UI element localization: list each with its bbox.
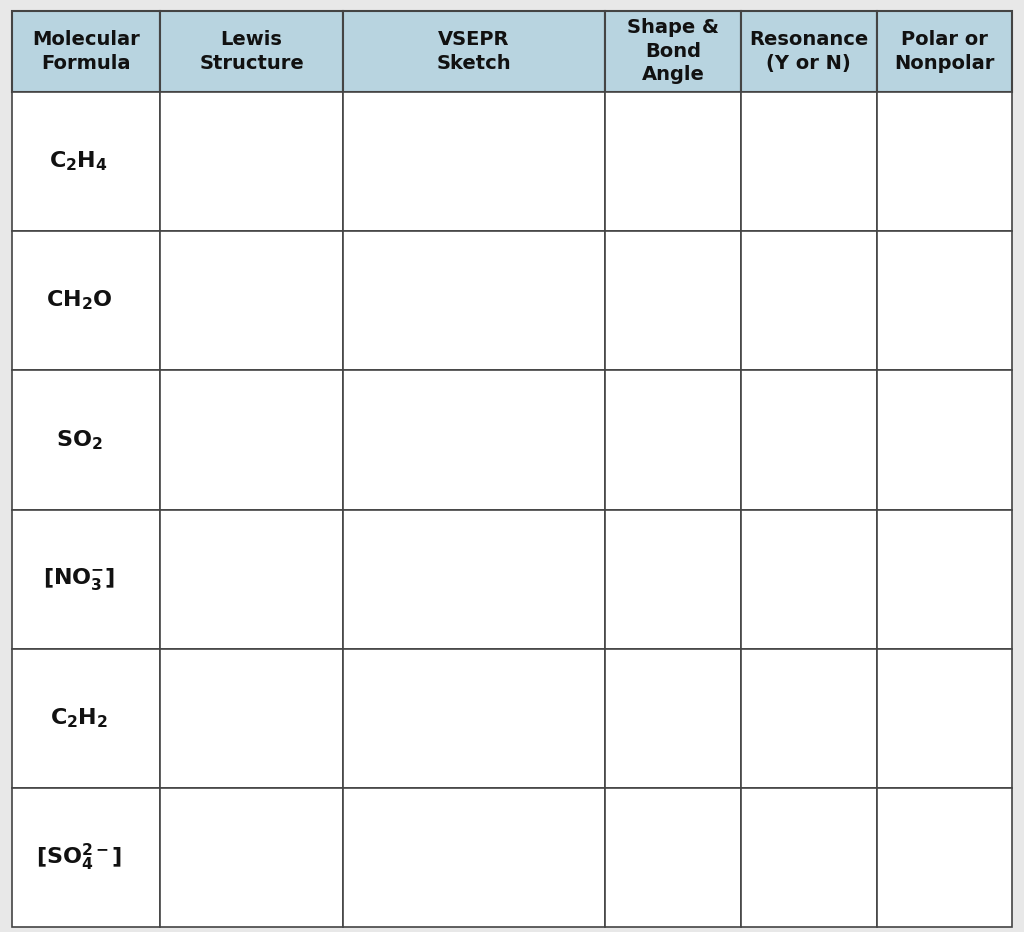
- Bar: [605, 11, 741, 92]
- Bar: [877, 11, 1012, 92]
- Text: $\mathbf{[NO_3^{-}]}$: $\mathbf{[NO_3^{-}]}$: [43, 567, 115, 592]
- Bar: [605, 510, 741, 649]
- Bar: [160, 231, 343, 370]
- Text: $\mathbf{C_2H_2}$: $\mathbf{C_2H_2}$: [50, 706, 108, 731]
- Bar: [12, 788, 160, 927]
- Bar: [605, 231, 741, 370]
- Bar: [343, 510, 605, 649]
- Bar: [741, 649, 877, 788]
- Text: VSEPR
Sketch: VSEPR Sketch: [436, 30, 511, 73]
- Bar: [605, 370, 741, 510]
- Bar: [343, 231, 605, 370]
- Bar: [160, 510, 343, 649]
- Bar: [741, 510, 877, 649]
- Text: $\mathbf{C_2H_4}$: $\mathbf{C_2H_4}$: [49, 150, 109, 173]
- Bar: [343, 370, 605, 510]
- Bar: [12, 370, 160, 510]
- Bar: [160, 370, 343, 510]
- Bar: [12, 649, 160, 788]
- Bar: [12, 11, 160, 92]
- Bar: [877, 370, 1012, 510]
- Bar: [343, 92, 605, 231]
- Bar: [12, 510, 160, 649]
- Bar: [741, 231, 877, 370]
- Bar: [877, 231, 1012, 370]
- Bar: [160, 92, 343, 231]
- Bar: [605, 92, 741, 231]
- Bar: [877, 92, 1012, 231]
- Bar: [343, 788, 605, 927]
- Bar: [741, 11, 877, 92]
- Text: $\mathbf{SO_2}$: $\mathbf{SO_2}$: [55, 428, 102, 452]
- Bar: [12, 231, 160, 370]
- Bar: [877, 649, 1012, 788]
- Bar: [160, 649, 343, 788]
- Text: $\mathbf{[SO_4^{2-}]}$: $\mathbf{[SO_4^{2-}]}$: [36, 843, 122, 873]
- Text: Resonance
(Y or N): Resonance (Y or N): [750, 30, 868, 73]
- Bar: [343, 11, 605, 92]
- Bar: [605, 788, 741, 927]
- Bar: [741, 370, 877, 510]
- Bar: [160, 11, 343, 92]
- Bar: [741, 92, 877, 231]
- Text: Molecular
Formula: Molecular Formula: [33, 30, 140, 73]
- Bar: [12, 92, 160, 231]
- Text: Polar or
Nonpolar: Polar or Nonpolar: [894, 30, 994, 73]
- Bar: [877, 788, 1012, 927]
- Bar: [160, 788, 343, 927]
- Bar: [741, 788, 877, 927]
- Text: $\mathbf{CH_2O}$: $\mathbf{CH_2O}$: [46, 289, 112, 312]
- Bar: [877, 510, 1012, 649]
- Text: Lewis
Structure: Lewis Structure: [200, 30, 304, 73]
- Text: Shape &
Bond
Angle: Shape & Bond Angle: [627, 19, 719, 85]
- Bar: [605, 649, 741, 788]
- Bar: [343, 649, 605, 788]
